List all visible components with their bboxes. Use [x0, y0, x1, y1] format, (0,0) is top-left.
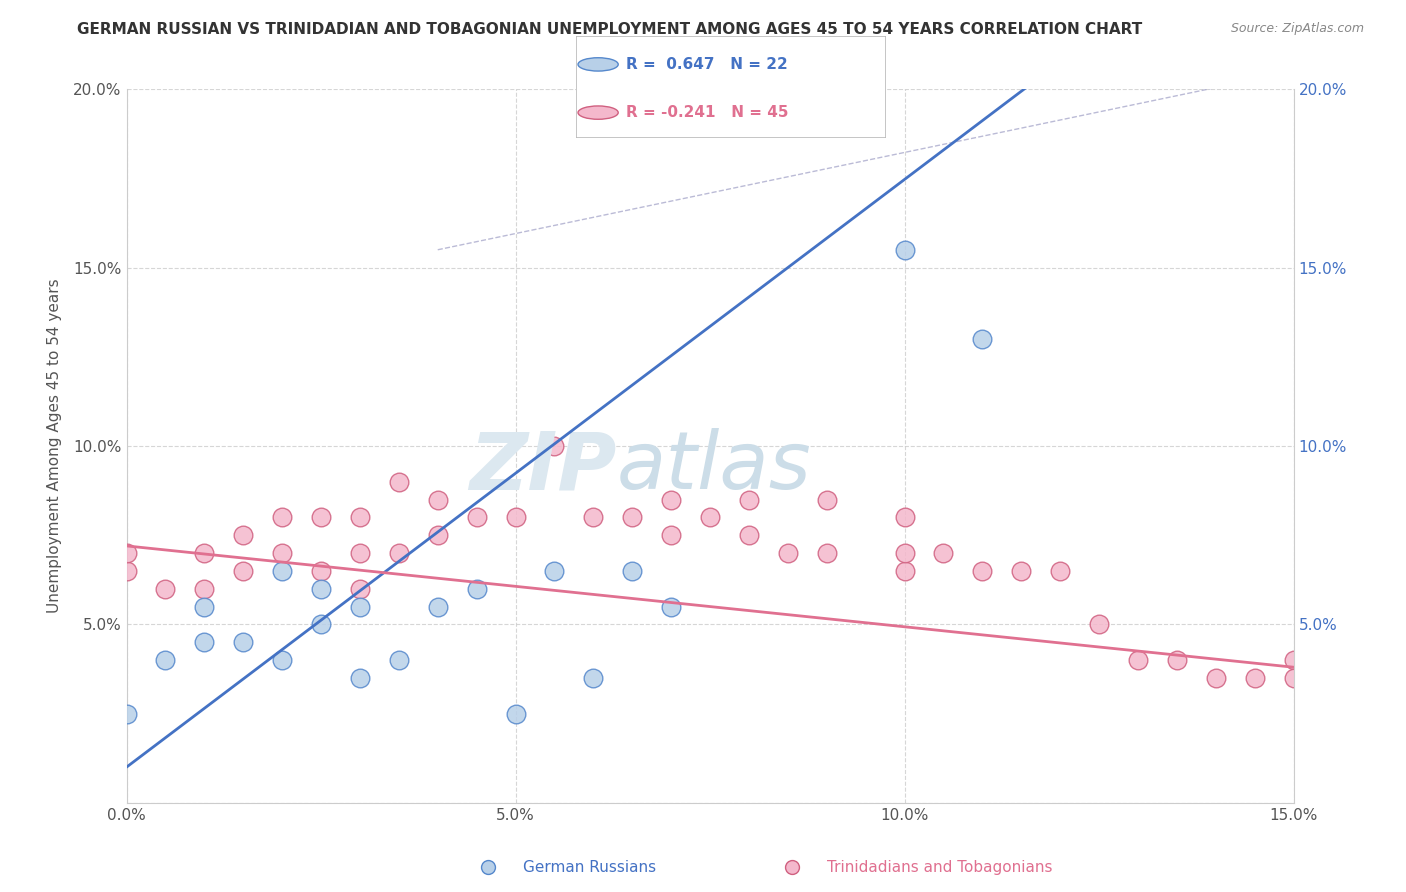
Point [155, 653, 177, 667]
Point [193, 546, 215, 560]
Point [1243, 671, 1265, 685]
Point [505, 510, 527, 524]
Point [738, 528, 761, 542]
Point [1049, 564, 1071, 578]
Text: R = -0.241   N = 45: R = -0.241 N = 45 [626, 105, 789, 120]
Text: atlas: atlas [617, 428, 811, 507]
Text: German Russians: German Russians [523, 860, 657, 874]
Circle shape [578, 58, 619, 71]
Point [815, 118, 838, 132]
Point [426, 528, 449, 542]
Point [271, 564, 294, 578]
Point [815, 492, 838, 507]
Point [1166, 653, 1188, 667]
Point [349, 599, 371, 614]
Point [193, 635, 215, 649]
Point [115, 564, 138, 578]
Text: R =  0.647   N = 22: R = 0.647 N = 22 [626, 57, 787, 72]
Point [972, 332, 994, 346]
Point [309, 510, 332, 524]
Text: ZIP: ZIP [470, 428, 617, 507]
Point [659, 528, 682, 542]
Point [699, 510, 721, 524]
Point [1282, 653, 1305, 667]
Point [1010, 564, 1032, 578]
Point [309, 564, 332, 578]
Point [505, 706, 527, 721]
Point [115, 546, 138, 560]
Point [271, 653, 294, 667]
Point [232, 528, 254, 542]
Point [932, 546, 955, 560]
Point [893, 510, 915, 524]
Point [582, 510, 605, 524]
Point [388, 475, 411, 489]
Point [1282, 671, 1305, 685]
Point [1205, 671, 1227, 685]
Point [115, 706, 138, 721]
Point [465, 510, 488, 524]
Y-axis label: Unemployment Among Ages 45 to 54 years: Unemployment Among Ages 45 to 54 years [48, 278, 62, 614]
Point [388, 653, 411, 667]
Point [893, 564, 915, 578]
Point [232, 564, 254, 578]
Point [426, 492, 449, 507]
Point [193, 599, 215, 614]
Point [388, 546, 411, 560]
Point [1088, 617, 1111, 632]
Point [543, 564, 565, 578]
Point [309, 582, 332, 596]
Point [621, 510, 644, 524]
Point [893, 243, 915, 257]
Point [659, 599, 682, 614]
Point [271, 546, 294, 560]
Point [776, 546, 799, 560]
Text: GERMAN RUSSIAN VS TRINIDADIAN AND TOBAGONIAN UNEMPLOYMENT AMONG AGES 45 TO 54 YE: GERMAN RUSSIAN VS TRINIDADIAN AND TOBAGO… [77, 22, 1143, 37]
Point [309, 617, 332, 632]
Point [349, 510, 371, 524]
Point [349, 671, 371, 685]
Point [155, 582, 177, 596]
Point [738, 492, 761, 507]
Point [659, 492, 682, 507]
Point [621, 564, 644, 578]
Point [349, 546, 371, 560]
Text: Source: ZipAtlas.com: Source: ZipAtlas.com [1230, 22, 1364, 36]
Text: Trinidadians and Tobagonians: Trinidadians and Tobagonians [827, 860, 1052, 874]
Point [271, 510, 294, 524]
Point [193, 582, 215, 596]
Point [582, 671, 605, 685]
Point [349, 582, 371, 596]
Point [426, 599, 449, 614]
Point [465, 582, 488, 596]
Point [815, 546, 838, 560]
Point [893, 546, 915, 560]
Point [232, 635, 254, 649]
Point [1126, 653, 1149, 667]
Point [543, 439, 565, 453]
Circle shape [578, 106, 619, 120]
Point [972, 564, 994, 578]
